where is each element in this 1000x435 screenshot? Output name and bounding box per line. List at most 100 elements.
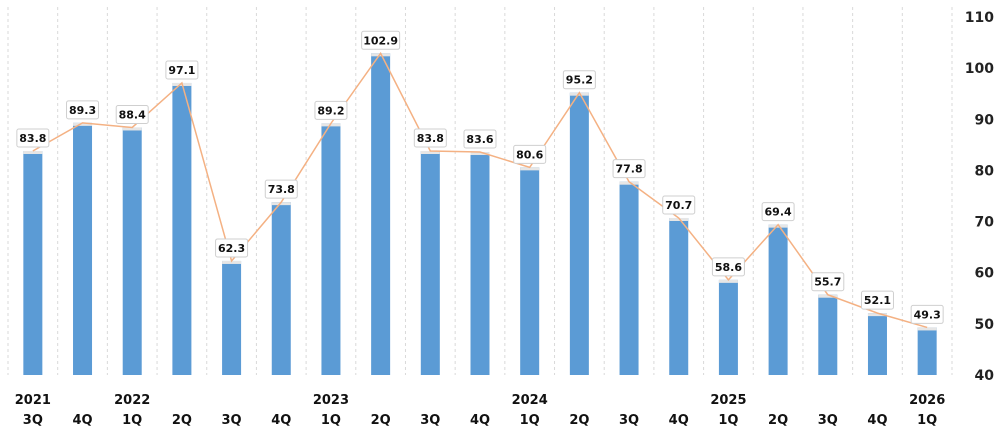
x-tick-quarter: 1Q — [122, 413, 142, 428]
y-tick-label: 60 — [975, 266, 995, 282]
y-tick-label: 90 — [975, 112, 995, 128]
bar-cap — [271, 202, 291, 206]
data-label-box — [413, 128, 447, 148]
data-label-box — [562, 70, 596, 90]
y-tick-label: 50 — [975, 317, 995, 333]
data-label: 83.8 — [417, 132, 444, 145]
y-tick-label: 80 — [975, 163, 995, 179]
data-label-box — [860, 290, 894, 310]
data-label-box — [165, 60, 199, 80]
bar-cap — [818, 294, 838, 298]
data-label-box — [463, 129, 497, 149]
x-tick-quarter: 2Q — [371, 413, 391, 428]
y-tick-label: 40 — [975, 368, 995, 384]
data-label: 62.3 — [218, 242, 245, 255]
data-label-box — [811, 272, 845, 292]
bar-cap — [321, 123, 341, 127]
data-label-box — [662, 195, 696, 215]
y-tick-label: 70 — [975, 215, 995, 231]
bar — [768, 224, 788, 375]
bar — [520, 167, 540, 375]
data-label-box — [612, 159, 646, 179]
data-label: 73.8 — [268, 183, 295, 196]
bar-cap — [122, 127, 142, 131]
data-label-box — [115, 104, 149, 124]
data-label: 55.7 — [814, 276, 841, 289]
data-label: 83.6 — [466, 133, 493, 146]
x-tick-quarter: 3Q — [420, 413, 440, 428]
x-tick-quarter: 4Q — [867, 413, 887, 428]
y-tick-label: 110 — [965, 10, 994, 26]
bar — [619, 181, 639, 375]
data-label: 89.2 — [317, 104, 344, 117]
x-tick-quarter: 3Q — [222, 413, 242, 428]
bar — [122, 127, 142, 376]
x-tick-quarter: 1Q — [321, 413, 341, 428]
data-label: 80.6 — [516, 148, 543, 161]
grid-layer — [7, 7, 953, 375]
bar-cap — [520, 167, 540, 171]
data-label: 89.3 — [69, 104, 96, 117]
bar-cap — [917, 327, 937, 331]
data-label-box — [361, 30, 401, 50]
bar-cap — [23, 150, 43, 154]
x-tick-quarter: 4Q — [470, 413, 490, 428]
x-tick-year: 2025 — [710, 393, 746, 408]
bar — [271, 202, 291, 375]
x-tick-year: 2022 — [114, 393, 150, 408]
data-label-box — [761, 202, 795, 222]
x-tick-year: 2023 — [313, 393, 349, 408]
bar — [420, 150, 440, 375]
data-label-box — [66, 100, 100, 120]
bar-cap — [73, 122, 93, 126]
x-tick-quarter: 4Q — [669, 413, 689, 428]
data-label: 77.8 — [615, 163, 642, 176]
bar — [867, 313, 887, 375]
x-tick-quarter: 2Q — [768, 413, 788, 428]
bar — [222, 260, 242, 375]
data-label: 69.4 — [765, 206, 792, 219]
bar-cap — [669, 217, 689, 221]
bar — [718, 279, 738, 375]
series-line — [32, 51, 928, 329]
data-label-box — [314, 100, 348, 120]
x-tick-quarter: 1Q — [520, 413, 540, 428]
bar — [917, 327, 937, 375]
data-label-box — [264, 179, 298, 199]
x-tick-quarter: 3Q — [619, 413, 639, 428]
data-label: 58.6 — [715, 261, 742, 274]
x-tick-quarter: 4Q — [72, 413, 92, 428]
bar — [569, 92, 589, 375]
data-label: 83.8 — [19, 132, 46, 145]
x-axis: 2021 3Q 4Q 2022 1Q 2Q 3Q 4Q 2023 1Q 2Q 3Q 4Q 2024 1Q 2Q… — [15, 393, 946, 428]
x-tick-quarter: 1Q — [917, 413, 937, 428]
data-label-box — [16, 128, 50, 148]
y-tick-label: 100 — [965, 61, 994, 77]
data-label-box — [513, 144, 547, 164]
bar-cap — [420, 150, 440, 154]
bar — [172, 82, 192, 375]
bar — [669, 217, 689, 375]
data-label: 95.2 — [566, 74, 593, 87]
x-tick-year: 2024 — [512, 393, 548, 408]
data-label: 88.4 — [119, 108, 146, 121]
x-tick-quarter: 2Q — [172, 413, 192, 428]
y-axis: 40 50 60 70 80 90 100 110 — [965, 10, 994, 384]
x-tick-quarter: 1Q — [718, 413, 738, 428]
label-layer: 83.8 89.3 88.4 97.1 62.3 73.8 89.2 102.9 83.8 83.… — [16, 30, 944, 324]
bar — [73, 122, 93, 375]
bar-cap — [619, 181, 639, 185]
x-tick-year: 2021 — [15, 393, 51, 408]
data-label: 102.9 — [363, 34, 398, 47]
bar-cap — [867, 313, 887, 317]
bar — [818, 294, 838, 375]
data-label: 70.7 — [665, 199, 692, 212]
x-tick-quarter: 3Q — [818, 413, 838, 428]
bar — [371, 53, 391, 375]
data-label: 52.1 — [864, 294, 891, 307]
bar-cap — [768, 224, 788, 228]
x-tick-quarter: 2Q — [569, 413, 589, 428]
data-label-box — [711, 257, 745, 277]
